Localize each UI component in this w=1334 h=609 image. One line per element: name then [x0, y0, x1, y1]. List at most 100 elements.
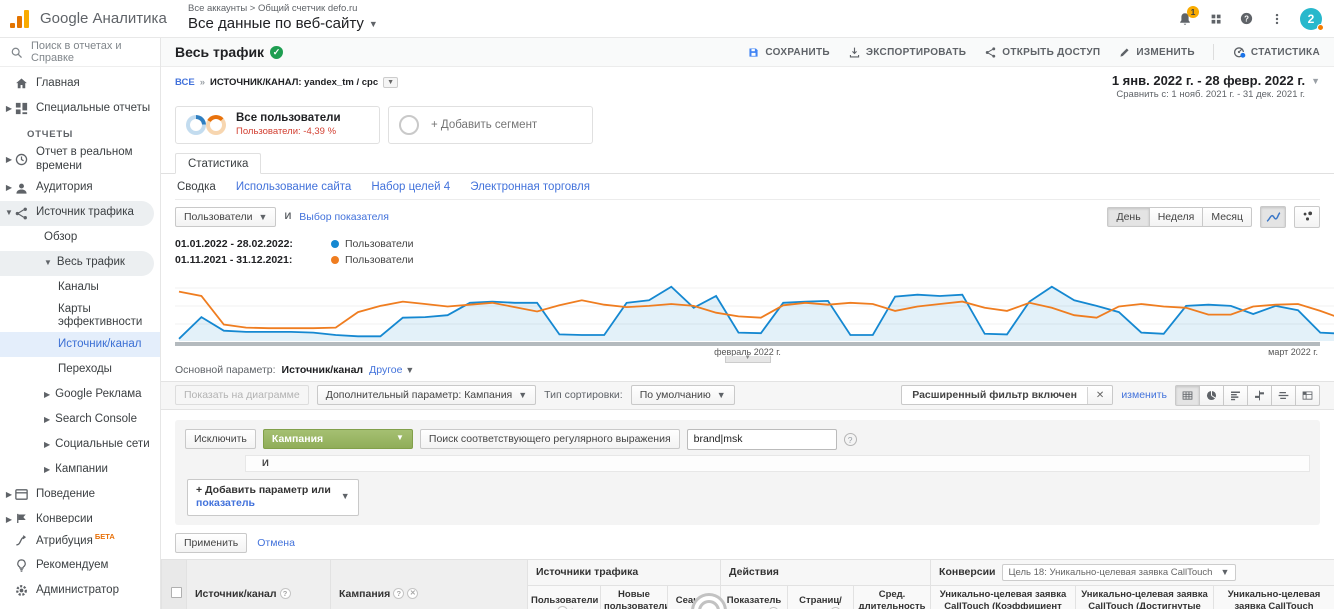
sidebar-item-главная[interactable]: Главная — [0, 71, 160, 96]
action-insights-button[interactable]: СТАТИСТИКА — [1232, 45, 1320, 59]
segment-card-all-users[interactable]: Все пользователи Пользователи: -4,39 % — [175, 106, 380, 144]
filter-match-type-dropdown[interactable]: Поиск соответствующего регулярного выраж… — [420, 429, 680, 449]
expand-arrow-icon[interactable]: ▶ — [44, 440, 50, 450]
sidebar-item-рекомендуем[interactable]: Рекомендуем — [0, 553, 160, 578]
sidebar-item-google-реклама[interactable]: ▶Google Реклама — [0, 382, 160, 407]
timeseries-chart[interactable]: февраль 2022 г. март 2022 г. ▼ — [175, 270, 1320, 361]
expand-arrow-icon[interactable]: ▶ — [44, 415, 50, 425]
expand-arrow-icon[interactable]: ▶ — [4, 515, 14, 523]
notifications-button[interactable]: 1 — [1177, 11, 1193, 27]
secondary-dimension-dropdown[interactable]: Дополнительный параметр: Кампания▼ — [317, 385, 536, 405]
axis-mini-dropdown[interactable]: ▼ — [725, 356, 771, 363]
column-header-metric[interactable]: Новые пользователи? — [601, 585, 668, 609]
subtab-использование-сайта[interactable]: Использование сайта — [236, 181, 351, 193]
sidebar-item-каналы[interactable]: Каналы — [0, 276, 160, 301]
column-header-metric[interactable]: Уникально-целевая заявка CallTouch (Коэф… — [931, 585, 1076, 609]
select-all-checkbox[interactable] — [171, 587, 182, 598]
user-avatar[interactable]: 2 — [1300, 8, 1322, 30]
action-share-button[interactable]: ОТКРЫТЬ ДОСТУП — [984, 46, 1100, 59]
motion-chart-toggle[interactable] — [1294, 206, 1320, 228]
expand-arrow-icon[interactable]: ▶ — [4, 183, 14, 193]
column-header-metric[interactable]: Уникально-целевая заявка CallTouch (Дост… — [1076, 585, 1214, 609]
filter-exclude-dropdown[interactable]: Исключить — [185, 429, 256, 449]
cancel-link[interactable]: Отмена — [257, 537, 295, 549]
ga-logo-block[interactable]: Google Аналитика — [10, 9, 188, 29]
select-metric-link[interactable]: Выбор показателя — [299, 211, 389, 223]
account-switcher[interactable]: Все аккаунты > Общий счетчик defo.ru Все… — [188, 4, 378, 32]
scope-dropdown-button[interactable]: ▼ — [383, 77, 398, 88]
apply-button[interactable]: Применить — [175, 533, 247, 553]
subtab-набор-целей-4[interactable]: Набор целей 4 — [371, 181, 450, 193]
sidebar-item-карты-эффективности[interactable]: Карты эффективности — [0, 301, 160, 333]
sidebar-search[interactable]: Поиск в отчетах и Справке — [0, 38, 160, 67]
sidebar-item-аудитория[interactable]: ▶Аудитория — [0, 176, 160, 201]
date-range-picker[interactable]: 1 янв. 2022 г. - 28 февр. 2022 г. Сравни… — [1112, 73, 1320, 100]
scope-all-link[interactable]: ВСЕ — [175, 77, 195, 88]
column-header-metric[interactable]: Страниц/сеанс? — [788, 585, 854, 609]
edit-filter-link[interactable]: изменить — [1121, 389, 1167, 401]
metric-selector-dropdown[interactable]: Пользователи▼ — [175, 207, 276, 227]
granularity-неделя[interactable]: Неделя — [1149, 207, 1204, 227]
expand-arrow-icon[interactable]: ▶ — [4, 155, 14, 165]
view-bar-button[interactable] — [1223, 385, 1248, 406]
chart-series-line[interactable] — [179, 286, 1334, 338]
sidebar-item-переходы[interactable]: Переходы — [0, 357, 160, 382]
granularity-день[interactable]: День — [1107, 207, 1149, 227]
action-edit-button[interactable]: ИЗМЕНИТЬ — [1118, 46, 1195, 59]
expand-arrow-icon[interactable]: ▶ — [44, 465, 50, 475]
filter-help-icon[interactable]: ? — [844, 433, 857, 446]
sidebar-item-администратор[interactable]: Администратор — [0, 578, 160, 603]
expand-arrow-icon[interactable]: ▼ — [4, 208, 14, 218]
column-header-кампания[interactable]: Кампания?✕ — [331, 559, 528, 609]
more-options-button[interactable] — [1270, 11, 1284, 26]
dimension-other-dropdown[interactable]: Другое ▼ — [369, 364, 414, 376]
add-segment-card[interactable]: + Добавить сегмент — [388, 106, 593, 144]
add-parameter-button[interactable]: + Добавить параметр или показатель ▼ — [187, 479, 359, 516]
help-icon[interactable]: ? — [393, 588, 404, 599]
sidebar-item-отчет-в-реальном-времени[interactable]: ▶Отчет в реальном времени — [0, 144, 160, 176]
expand-arrow-icon[interactable]: ▼ — [44, 258, 52, 268]
view-pie-button[interactable] — [1199, 385, 1224, 406]
sidebar-item-весь-трафик[interactable]: ▼Весь трафик — [0, 251, 154, 276]
filter-pattern-input[interactable] — [687, 429, 837, 450]
column-header-источник-канал[interactable]: Источник/канал? — [187, 559, 331, 609]
sidebar-item-кампании[interactable]: ▶Кампании — [0, 457, 160, 482]
sidebar-item-источник-канал[interactable]: Источник/канал — [0, 332, 160, 357]
column-header-metric[interactable]: Сред. длительность сеанса? — [854, 585, 931, 609]
action-save-button[interactable]: СОХРАНИТЬ — [747, 46, 829, 59]
view-table-button[interactable] — [1175, 385, 1200, 406]
dimension-source-medium[interactable]: Источник/канал — [282, 364, 364, 376]
subtab-электронная-торговля[interactable]: Электронная торговля — [470, 181, 590, 193]
subtab-сводка[interactable]: Сводка — [177, 181, 216, 193]
line-chart-toggle[interactable] — [1260, 206, 1286, 228]
sidebar-item-источник-трафика[interactable]: ▼Источник трафика — [0, 201, 154, 226]
expand-arrow-icon[interactable]: ▶ — [4, 490, 14, 500]
help-button[interactable]: ? — [1239, 11, 1254, 26]
expand-arrow-icon[interactable]: ▶ — [4, 104, 14, 114]
chart-series-line[interactable] — [179, 291, 1334, 334]
remove-column-icon[interactable]: ✕ — [407, 588, 418, 599]
apps-grid-button[interactable] — [1209, 11, 1223, 26]
expand-arrow-icon[interactable]: ▶ — [44, 390, 50, 400]
help-icon[interactable]: ? — [280, 588, 291, 599]
sidebar-item-специальные-отчеты[interactable]: ▶Специальные отчеты — [0, 96, 160, 121]
sort-type-dropdown[interactable]: По умолчанию▼ — [631, 385, 735, 405]
sidebar-item-search-console[interactable]: ▶Search Console — [0, 407, 160, 432]
remove-filter-button[interactable]: ✕ — [1087, 387, 1112, 404]
column-header-metric[interactable]: Показатель отказов? — [721, 585, 788, 609]
view-cloud-button[interactable] — [1271, 385, 1296, 406]
sidebar-item-атрибуция[interactable]: АтрибуцияБЕТА — [0, 528, 160, 553]
goal-selector-dropdown[interactable]: Цель 18: Уникально-целевая заявка CallTo… — [1002, 564, 1237, 581]
tab-statistics[interactable]: Статистика — [175, 153, 261, 174]
sidebar-item-поведение[interactable]: ▶Поведение — [0, 482, 160, 507]
view-comparison-button[interactable] — [1247, 385, 1272, 406]
view-pivot-button[interactable] — [1295, 385, 1320, 406]
filter-dimension-dropdown[interactable]: Кампания▼ — [263, 429, 413, 449]
granularity-месяц[interactable]: Месяц — [1202, 207, 1252, 227]
sidebar-item-конверсии[interactable]: ▶Конверсии — [0, 507, 160, 523]
plot-rows-button[interactable]: Показать на диаграмме — [175, 385, 309, 405]
sidebar-item-социальные-сети[interactable]: ▶Социальные сети — [0, 432, 160, 457]
column-header-metric[interactable]: Уникально-целевая заявка CallTouch (Ценн… — [1214, 585, 1334, 609]
column-header-metric[interactable]: Пользователи?↓ — [528, 585, 601, 609]
sidebar-item-обзор[interactable]: Обзор — [0, 226, 160, 251]
